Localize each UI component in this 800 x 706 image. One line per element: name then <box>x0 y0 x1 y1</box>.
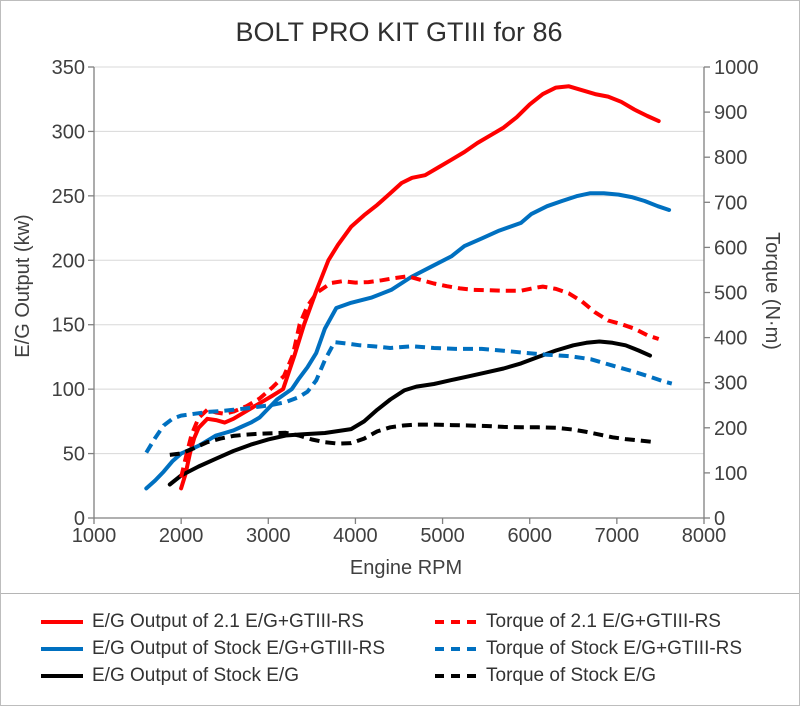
legend-label: Torque of Stock E/G+GTIII-RS <box>486 638 743 659</box>
line-chart-canvas: 0 50 100 150 200 250 300 350 0 100 200 300 400 500 600… <box>12 17 783 579</box>
legend-column: Torque of 2.1 E/G+GTIII-RS Torque of Stoc… <box>435 608 742 689</box>
y-right-tick-label: 100 <box>714 463 747 485</box>
y-right-tick-label: 500 <box>714 283 747 305</box>
legend-swatch-solid-line <box>41 619 83 624</box>
y-left-tick-label: 0 <box>74 508 85 530</box>
y-right-tick-label: 700 <box>714 192 747 214</box>
legend-item-torque-stock-gtiii-rs: Torque of Stock E/G+GTIII-RS <box>435 635 742 662</box>
y-axis-right-label: Torque (N·m) <box>761 232 783 350</box>
y-left-tick-label: 100 <box>52 379 85 401</box>
series-line-output-stock <box>167 339 652 487</box>
y-right-tick-label: 600 <box>714 237 747 259</box>
series-line-torque-stock-gtiii-rs <box>144 340 673 454</box>
y-right-tick-label: 900 <box>714 102 747 124</box>
legend-item-output-stock: E/G Output of Stock E/G <box>41 662 385 689</box>
y-left-tick-label: 50 <box>63 444 85 466</box>
x-tick-label: 4000 <box>333 525 378 547</box>
x-tick-label: 8000 <box>682 525 727 547</box>
y-right-tick-label: 200 <box>714 418 747 440</box>
y-right-tick-label: 800 <box>714 147 747 169</box>
chart-frame-divider <box>1 593 799 594</box>
x-tick-label: 3000 <box>246 525 291 547</box>
legend-label: Torque of Stock E/G <box>486 665 657 686</box>
legend-label: E/G Output of Stock E/G <box>92 665 299 686</box>
x-tick-label: 7000 <box>595 525 640 547</box>
legend-column: E/G Output of 2.1 E/G+GTIII-RS E/G Output… <box>41 608 385 689</box>
series-line-output-21-gtiii-rs <box>179 84 661 491</box>
x-axis-label: Engine RPM <box>350 557 462 579</box>
legend-swatch-solid-line <box>41 673 83 678</box>
legend-swatch-dashed-line <box>435 619 477 624</box>
chart-title: BOLT PRO KIT GTIII for 86 <box>235 17 562 47</box>
legend-swatch-dashed-line <box>435 673 477 678</box>
legend-item-output-stock-gtiii-rs: E/G Output of Stock E/G+GTIII-RS <box>41 635 385 662</box>
y-right-tick-label: 0 <box>714 508 725 530</box>
legend-item-torque-stock: Torque of Stock E/G <box>435 662 742 689</box>
y-left-tick-label: 300 <box>52 121 85 143</box>
x-tick-label: 2000 <box>159 525 204 547</box>
y-axis-left-label: E/G Output (kw) <box>12 214 34 357</box>
x-tick-label: 1000 <box>72 525 117 547</box>
legend-label: E/G Output of Stock E/G+GTIII-RS <box>92 638 386 659</box>
series-line-torque-21-gtiii-rs <box>179 274 660 478</box>
y-left-tick-label: 250 <box>52 186 85 208</box>
x-tick-label: 5000 <box>420 525 465 547</box>
legend-swatch-solid-line <box>41 646 83 651</box>
legend-label: Torque of 2.1 E/G+GTIII-RS <box>486 611 721 632</box>
legend-label: E/G Output of 2.1 E/G+GTIII-RS <box>92 611 364 632</box>
y-right-tick-label: 300 <box>714 373 747 395</box>
y-left-tick-label: 150 <box>52 315 85 337</box>
x-tick-label: 6000 <box>507 525 552 547</box>
y-right-tick-label: 400 <box>714 328 747 350</box>
legend-item-output-21-gtiii-rs: E/G Output of 2.1 E/G+GTIII-RS <box>41 608 385 635</box>
y-left-tick-label: 200 <box>52 250 85 272</box>
y-right-tick-label: 1000 <box>714 57 759 79</box>
legend-item-torque-21-gtiii-rs: Torque of 2.1 E/G+GTIII-RS <box>435 608 742 635</box>
legend-swatch-dashed-line <box>435 646 477 651</box>
y-left-tick-label: 350 <box>52 57 85 79</box>
chart-legend: E/G Output of 2.1 E/G+GTIII-RS E/G Output… <box>1 594 799 705</box>
series-line-torque-stock <box>169 422 652 457</box>
